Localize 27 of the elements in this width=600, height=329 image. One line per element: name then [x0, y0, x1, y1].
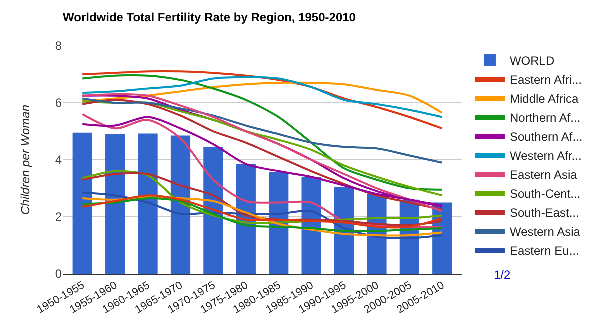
- legend-label: Eastern Asia: [510, 168, 578, 182]
- legend-label: Southern Af...: [510, 130, 583, 144]
- legend-label: Middle Africa: [510, 92, 579, 106]
- legend-label: Western Asia: [510, 225, 581, 240]
- legend-label: South-Cent...: [510, 187, 581, 202]
- y-tick-label: 0: [55, 267, 62, 282]
- bar: [72, 132, 92, 274]
- y-tick-label: 8: [55, 39, 62, 54]
- legend-label: Northern Af...: [510, 111, 581, 126]
- bar: [106, 134, 126, 274]
- y-tick-label: 4: [55, 153, 62, 168]
- legend-label: South-East...: [510, 206, 580, 220]
- bar: [138, 134, 158, 274]
- legend-label: WORLD: [510, 54, 555, 68]
- line-series: [82, 76, 444, 118]
- line-series: [82, 98, 444, 164]
- line-series: [82, 74, 444, 191]
- legend-label: Eastern Afri...: [510, 73, 582, 88]
- legend-label: Eastern Eu...: [510, 244, 580, 258]
- y-tick-label: 2: [55, 210, 62, 224]
- chart-title: Worldwide Total Fertility Rate by Region, 1950-2010: [63, 10, 356, 25]
- line-series: [82, 70, 444, 130]
- legend-label: Western Afr...: [510, 149, 582, 164]
- bar: [170, 136, 191, 274]
- y-axis-title: Children per Woman: [18, 104, 33, 216]
- y-tick-label: 6: [55, 96, 62, 110]
- text: 1/2: [494, 268, 512, 282]
